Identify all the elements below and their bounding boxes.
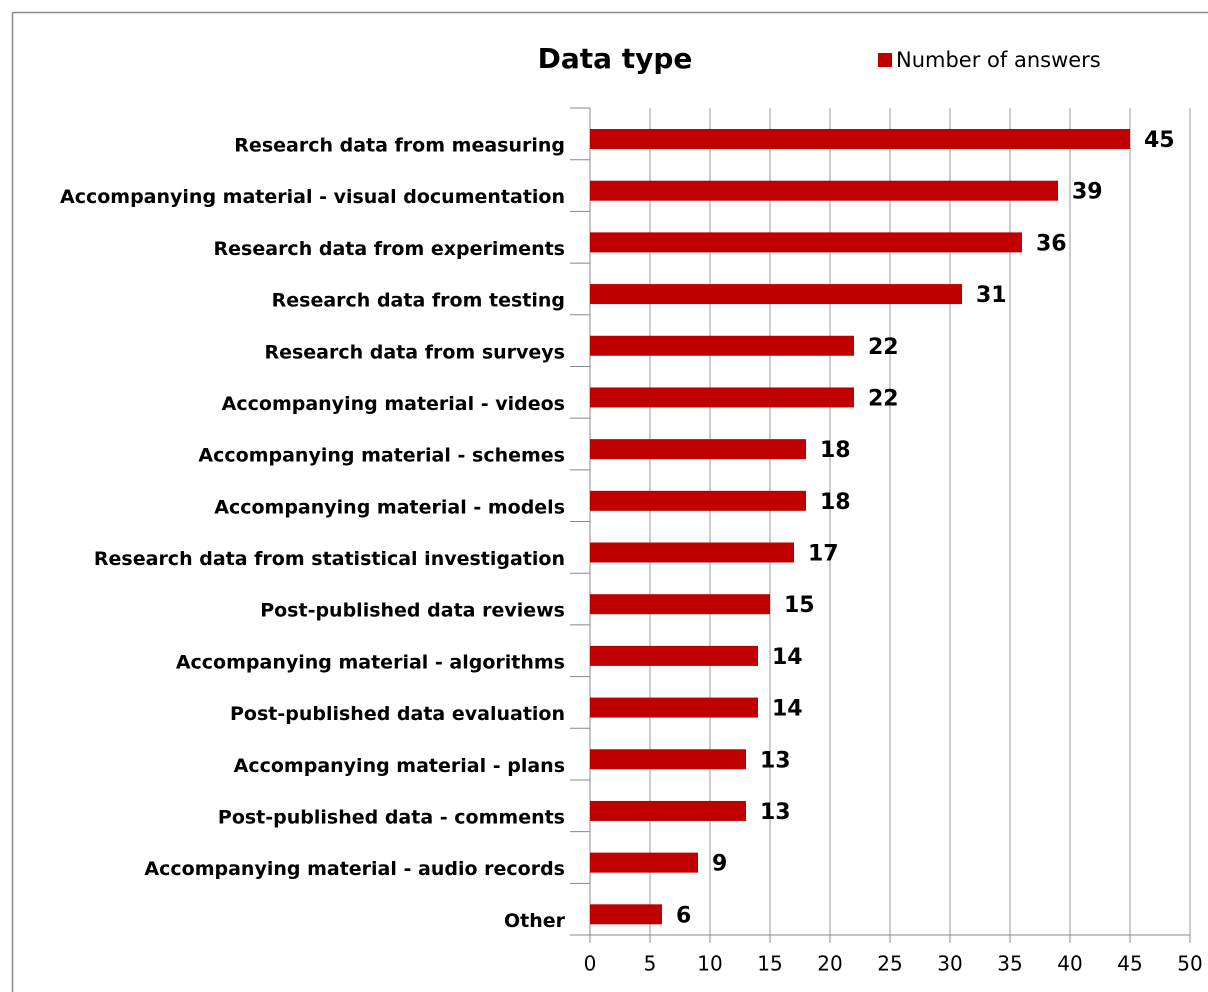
data-label: 14 (772, 645, 803, 670)
x-tick-label: 35 (997, 952, 1022, 976)
y-tick-label: Other (504, 910, 566, 932)
y-tick-label: Accompanying material - videos (222, 393, 565, 415)
x-tick-label: 40 (1057, 952, 1082, 976)
x-tick-label: 50 (1177, 952, 1202, 976)
y-tick-label: Research data from experiments (214, 238, 565, 260)
y-tick-label: Accompanying material - plans (234, 755, 565, 777)
y-tick-label: Research data from statistical investiga… (94, 548, 565, 570)
bar (590, 129, 1130, 150)
bar (590, 800, 746, 821)
y-tick-label: Research data from surveys (264, 341, 565, 363)
x-tick-label: 5 (644, 952, 657, 976)
data-label: 45 (1144, 128, 1175, 153)
data-label: 9 (712, 852, 727, 877)
chart-title: Data type (538, 42, 693, 75)
legend-label: Number of answers (896, 48, 1101, 72)
bar (590, 542, 794, 563)
y-tick-label: Post-published data - comments (218, 806, 565, 828)
bar (590, 490, 806, 511)
y-tick-label: Research data from testing (272, 290, 565, 312)
bar (590, 645, 758, 666)
data-label: 36 (1036, 231, 1067, 256)
data-label: 6 (676, 903, 691, 928)
bar (590, 180, 1058, 201)
bar (590, 904, 662, 925)
data-label: 18 (820, 438, 851, 463)
bar (590, 594, 770, 615)
y-tick-label: Accompanying material - algorithms (176, 651, 565, 673)
bar (590, 232, 1022, 253)
x-tick-label: 45 (1117, 952, 1142, 976)
bar (590, 852, 698, 873)
y-tick-label: Post-published data evaluation (230, 703, 565, 725)
y-tick-label: Accompanying material - models (214, 496, 565, 518)
data-label: 13 (760, 800, 791, 825)
x-tick-label: 25 (877, 952, 902, 976)
x-tick-label: 15 (757, 952, 782, 976)
y-tick-label: Research data from measuring (234, 135, 565, 157)
x-tick-label: 30 (937, 952, 962, 976)
x-tick-label: 10 (697, 952, 722, 976)
bar (590, 387, 854, 408)
legend-swatch (878, 53, 892, 67)
y-tick-label: Accompanying material - audio records (144, 858, 565, 880)
y-tick-label: Accompanying material - visual documenta… (60, 186, 565, 208)
y-tick-label: Post-published data reviews (260, 600, 565, 622)
bar (590, 749, 746, 770)
y-tick-label: Accompanying material - schemes (198, 445, 565, 467)
data-label: 22 (868, 335, 899, 360)
x-tick-label: 0 (584, 952, 597, 976)
data-label: 14 (772, 697, 803, 722)
bar (590, 697, 758, 718)
data-label: 15 (784, 593, 815, 618)
data-label: 39 (1072, 180, 1103, 205)
data-label: 13 (760, 748, 791, 773)
bar (590, 335, 854, 356)
data-label: 17 (808, 542, 839, 567)
x-tick-label: 20 (817, 952, 842, 976)
data-label: 22 (868, 386, 899, 411)
data-label: 18 (820, 490, 851, 515)
bar (590, 284, 962, 305)
bar (590, 439, 806, 460)
data-label: 31 (976, 283, 1007, 308)
